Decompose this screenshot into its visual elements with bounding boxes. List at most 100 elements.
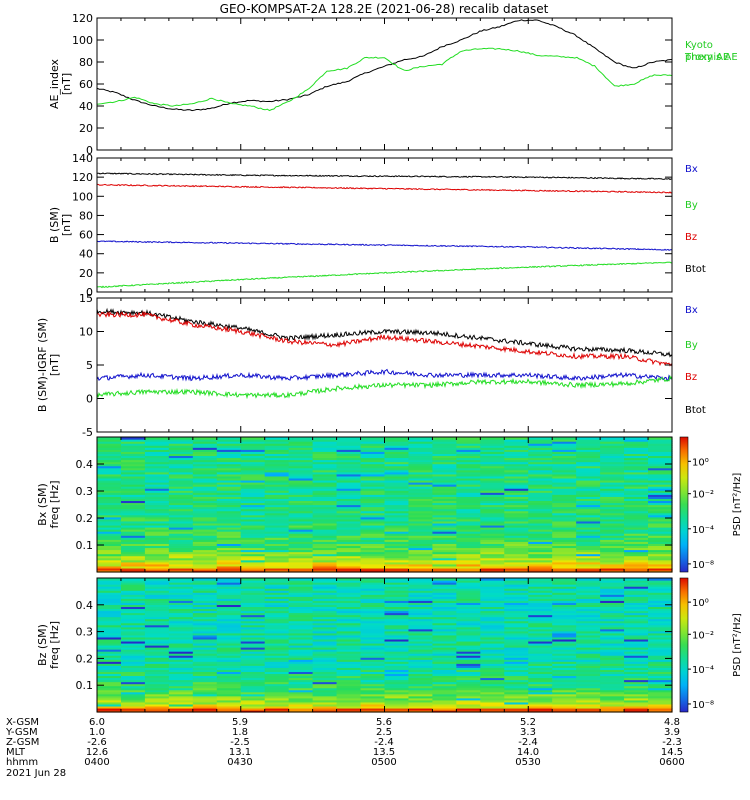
y-axis-label: [nT] [60,214,73,236]
figure-title: GEO-KOMPSAT-2A 128.2E (2021-06-28) recal… [220,2,549,16]
ephemeris-value: 14.5 [661,747,683,758]
panel-bsm_igrf: -5 0 5 10 15 B (SM)-IGRF (SM) [nT] Bx By Bz Btot [36,292,706,439]
colorbar-tick-label: 10⁻⁸ [692,560,714,571]
series-line-bz [97,310,672,367]
ephemeris-date: 2021 Jun 28 [6,768,66,779]
panel-spec_bz: 0.1 0.2 0.3 0.4 Bz (SM) freq [Hz] 10⁰ 10⁻² 10⁻⁴ 1… [36,577,743,713]
series-line-bx [97,374,672,400]
ephemeris-row-label: hhmm [6,757,38,768]
y-tick-label: 0.2 [76,652,94,665]
legend-entry: Themis AE [684,52,738,63]
ephemeris-value: 1.8 [232,727,248,738]
y-tick-label: 80 [79,209,93,222]
y-axis-label: freq [Hz] [48,480,61,528]
y-axis-label: B (SM)-IGRF (SM) [36,318,49,412]
y-tick-label: 60 [79,229,93,242]
y-tick-label: 120 [72,12,93,25]
y-tick-label: 0 [86,393,93,406]
y-tick-label: 100 [72,190,93,203]
colorbar-tick-label: 10⁻⁴ [692,525,714,536]
panel-bsm: 0 20 40 60 80 100 120 140 B (SM) [nT] Bx By Bz Btot [48,152,706,299]
ephemeris-value: 0400 [84,757,109,768]
ephemeris-value: -2.6 [87,737,107,748]
y-tick-label: 80 [79,56,93,69]
ephemeris-row-label: X-GSM [6,717,39,728]
series-line-by [97,240,672,251]
legend-entry: By [685,200,698,211]
colorbar-tick-label: 10⁰ [692,598,709,609]
y-tick-label: 10 [79,326,93,339]
ephemeris-value: -2.3 [662,737,682,748]
colorbar-tick-label: 10⁰ [692,457,709,468]
y-axis-label: AE_index [48,58,61,109]
ephemeris-value: 4.8 [664,717,680,728]
colorbar-tick-label: 10⁻⁸ [692,700,714,711]
y-tick-label: 0.4 [76,599,94,612]
y-tick-label: 140 [72,152,93,165]
y-tick-label: 0.1 [76,539,94,552]
y-axis-label: freq [Hz] [48,621,61,669]
spectrogram-cells [97,437,673,573]
legend-entry: Kyoto [685,40,713,51]
ephemeris-value: 3.9 [664,727,680,738]
series-line-bz [97,183,672,194]
panel-spec_bx: 0.1 0.2 0.3 0.4 Bx (SM) freq [Hz] 10⁰ 10⁻² 10⁻⁴ 1… [36,436,743,573]
ephemeris-value: 3.3 [520,727,536,738]
y-axis-label: B (SM) [48,207,61,243]
legend-entry: Bx [685,305,698,316]
colorbar-tick-label: 10⁻⁴ [692,665,714,676]
y-tick-label: 120 [72,171,93,184]
ephemeris-value: 1.0 [89,727,105,738]
ephemeris-value: -2.4 [374,737,394,748]
y-tick-label: 100 [72,34,93,47]
colorbar-tick-label: 10⁻² [692,630,714,641]
y-tick-label: 0.1 [76,679,94,692]
ephemeris-value: 13.5 [373,747,395,758]
ephemeris-row-label: Z-GSM [6,737,39,748]
y-tick-label: 20 [79,122,93,135]
plot-frame [96,17,673,151]
y-tick-label: 5 [86,359,93,372]
legend-entry: By [685,340,698,351]
plot-frame [96,297,673,433]
colorbar-label: PSD [nT²/Hz] [732,613,743,677]
series-line-by [97,368,672,382]
y-tick-label: 20 [79,267,93,280]
colorbar [679,577,689,713]
ephemeris-value: 2.5 [376,727,392,738]
y-axis-label: Bx (SM) [36,483,49,526]
ephemeris-value: 6.0 [89,717,105,728]
legend-entry: Bz [685,372,697,383]
y-tick-label: 0.4 [76,458,94,471]
ephemeris-value: -2.4 [518,737,538,748]
ephemeris-value: 0600 [659,757,684,768]
series-line-btot [97,172,672,181]
y-axis-label: [nT] [60,73,73,95]
y-tick-label: 0.3 [76,485,94,498]
ephemeris-value: 5.9 [232,717,248,728]
legend-entry: Btot [685,264,706,275]
ephemeris-value: 5.6 [376,717,392,728]
ephemeris-value: 14.0 [517,747,539,758]
ephemeris-value: 5.2 [520,717,536,728]
colorbar [679,436,689,573]
colorbar-label: PSD [nT²/Hz] [732,473,743,537]
ephemeris-value: 0530 [515,757,540,768]
series-line-kyoto-proxy-ae [97,47,672,112]
y-tick-label: 0.3 [76,626,94,639]
y-tick-label: 40 [79,100,93,113]
y-tick-label: 60 [79,78,93,91]
ephemeris-value: 13.1 [229,747,251,758]
y-tick-label: 0 [86,286,93,299]
y-tick-label: 40 [79,248,93,261]
series-line-btot [97,307,672,358]
y-axis-label: Bz (SM) [36,624,49,666]
legend-entry: Bz [685,232,697,243]
y-axis-label: [nT] [48,354,61,376]
ephemeris-row-label: Y-GSM [5,727,38,738]
y-tick-label: 0 [86,144,93,157]
series-line-bx [97,261,672,289]
y-tick-label: 15 [79,292,93,305]
legend-entry: Bx [685,164,698,175]
y-tick-label: 0.2 [76,512,94,525]
